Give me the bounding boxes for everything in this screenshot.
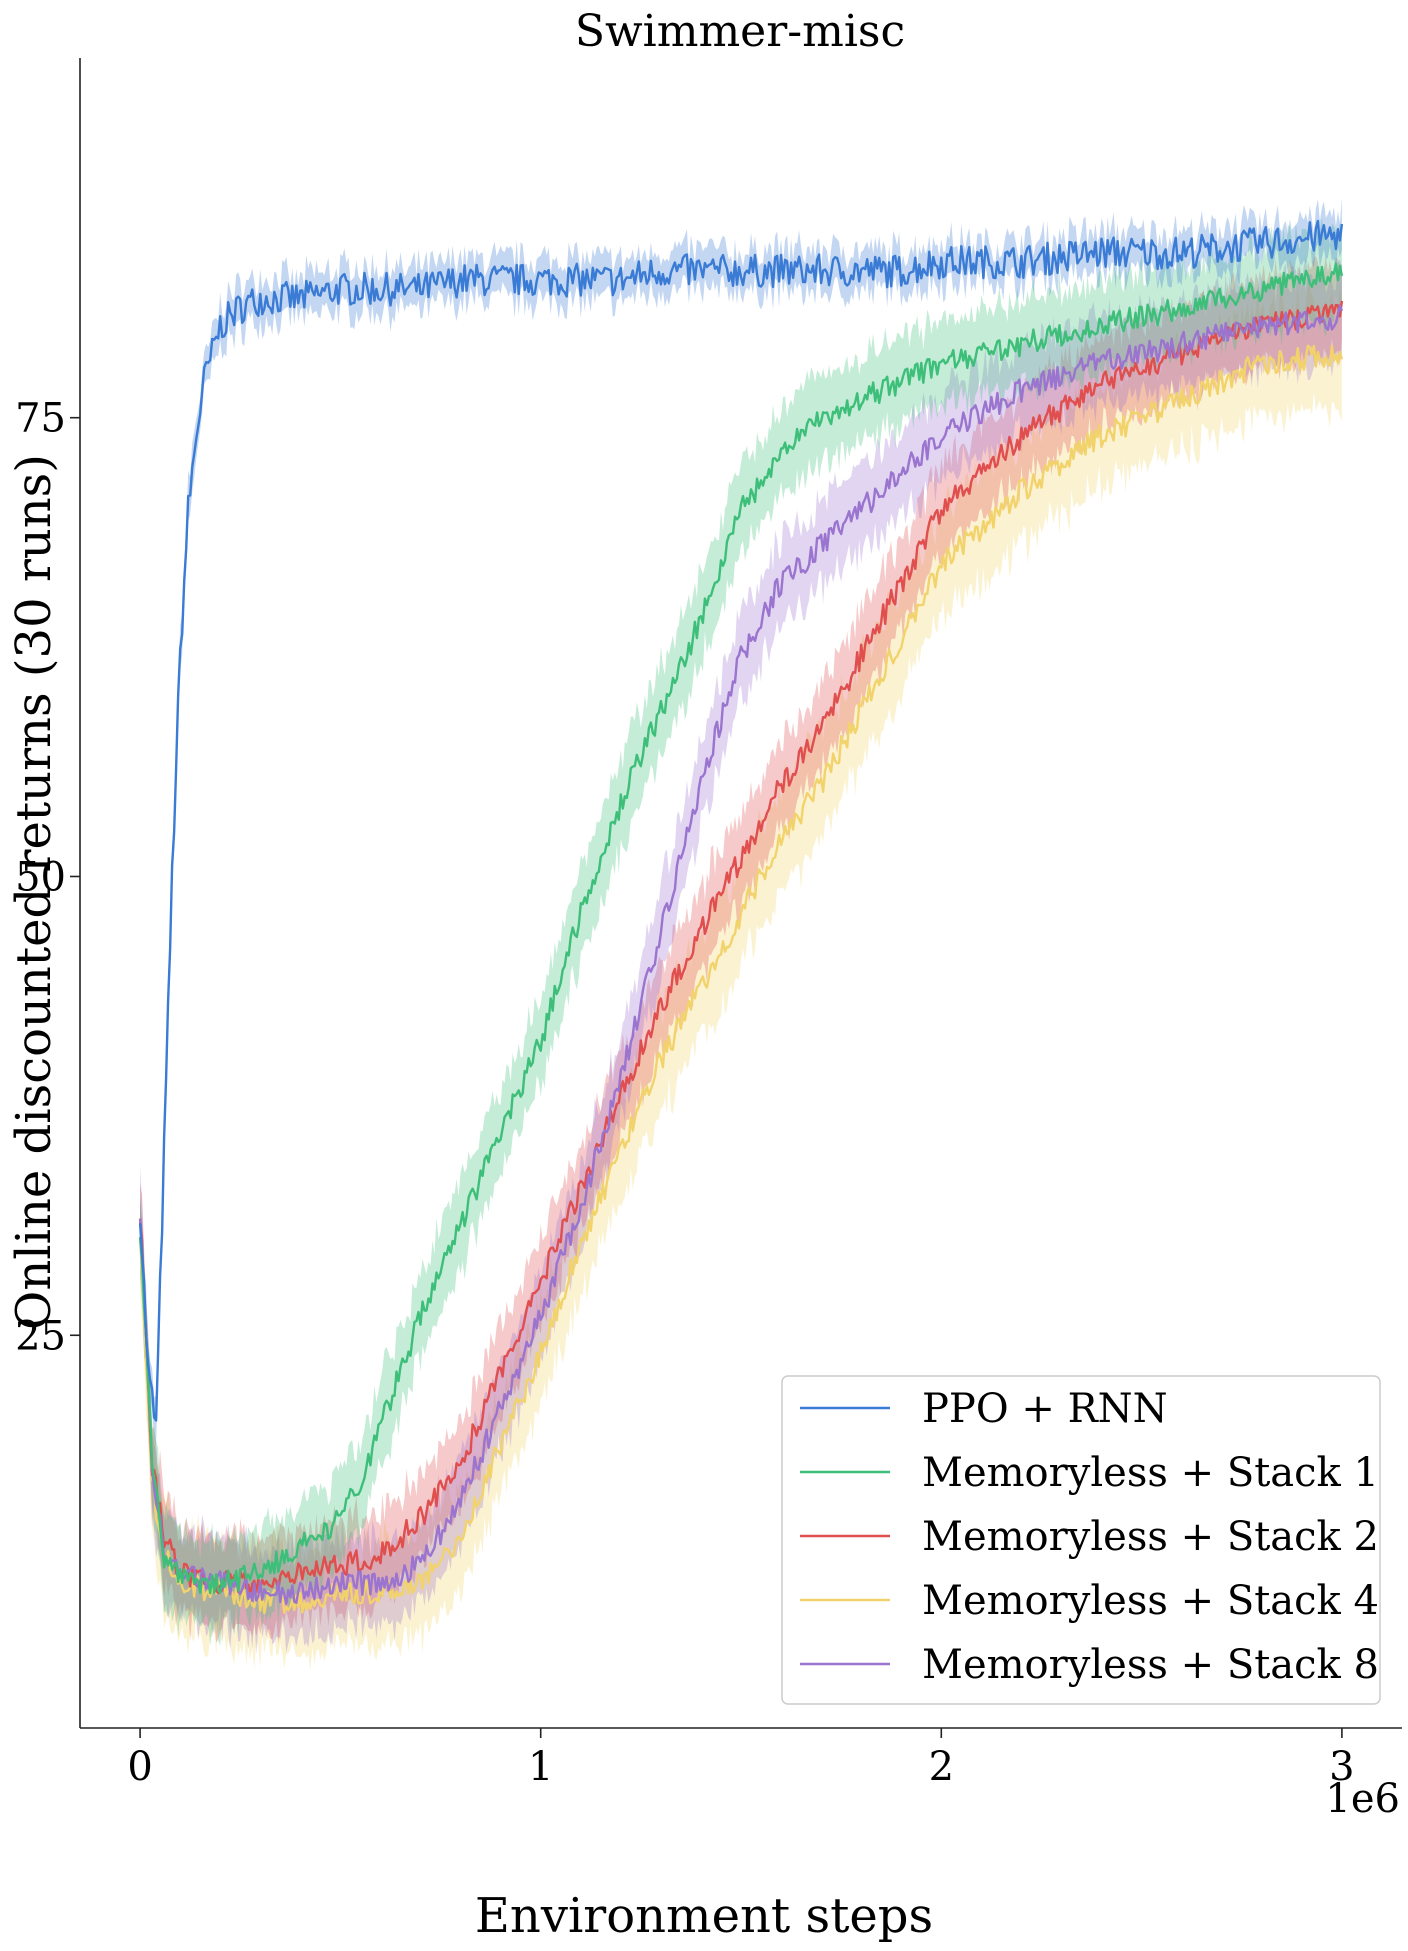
y-tick-label: 50 <box>15 854 66 900</box>
band-2 <box>140 218 1342 1647</box>
legend-label-3: Memoryless + Stack 2 <box>922 1514 1379 1560</box>
confidence-bands <box>140 197 1342 1671</box>
series-line-2 <box>138 262 1344 1595</box>
legend-frame <box>781 1375 1381 1705</box>
series-line-4 <box>138 344 1344 1615</box>
chart-title: Swimmer-misc <box>575 6 905 57</box>
x-tick-label: 0 <box>127 1744 152 1790</box>
legend: PPO + RNN Memoryless + Stack 1 Memoryless … <box>781 1375 1381 1705</box>
x-tick-label: 3 <box>1329 1744 1354 1790</box>
x-offset-label: 1e6 <box>1325 1776 1400 1822</box>
y-tick-label: 25 <box>15 1313 66 1359</box>
legend-label-2: Memoryless + Stack 1 <box>922 1450 1379 1496</box>
legend-label-5: Memoryless + Stack 8 <box>922 1642 1379 1688</box>
y-ticks: 25 50 75 <box>15 396 80 1359</box>
series-lines <box>138 219 1344 1615</box>
x-tick-label: 2 <box>929 1744 954 1790</box>
x-tick-label: 1 <box>528 1744 553 1790</box>
x-axis-label: Environment steps <box>475 1888 933 1944</box>
y-axis-label: Online discounted returns (30 runs) <box>6 454 62 1330</box>
y-tick-label: 75 <box>15 396 66 442</box>
series-line-5 <box>138 304 1344 1605</box>
series-line-3 <box>138 300 1344 1596</box>
x-ticks: 0 1 2 3 <box>127 1728 1355 1790</box>
legend-label-4: Memoryless + Stack 4 <box>922 1578 1379 1624</box>
legend-label-1: PPO + RNN <box>922 1386 1168 1432</box>
series-line-1 <box>138 219 1344 1422</box>
